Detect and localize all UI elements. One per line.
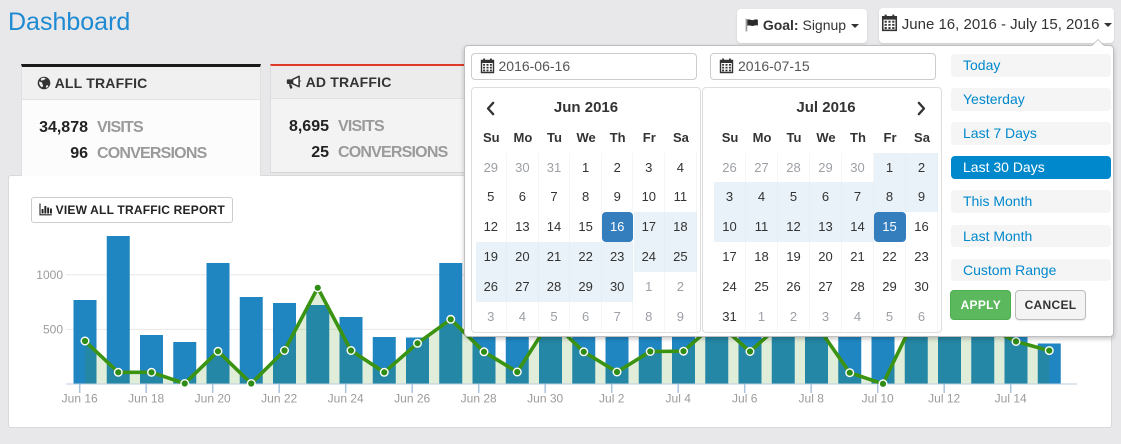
svg-text:Jun 26: Jun 26 (394, 392, 430, 406)
svg-text:Jun 22: Jun 22 (261, 392, 297, 406)
svg-text:Jun 18: Jun 18 (128, 392, 164, 406)
svg-text:Jun 28: Jun 28 (461, 392, 497, 406)
svg-text:Jun 16: Jun 16 (62, 392, 98, 406)
svg-text:Jul 6: Jul 6 (732, 392, 758, 406)
svg-text:Jun 20: Jun 20 (195, 392, 231, 406)
svg-text:Jul 12: Jul 12 (928, 392, 960, 406)
svg-text:Jun 24: Jun 24 (328, 392, 364, 406)
svg-text:500: 500 (43, 323, 63, 337)
svg-text:Jul 2: Jul 2 (599, 392, 625, 406)
svg-text:Jul 4: Jul 4 (666, 392, 692, 406)
svg-text:Jul 10: Jul 10 (862, 392, 894, 406)
svg-text:Jun 30: Jun 30 (527, 392, 563, 406)
svg-text:Jul 14: Jul 14 (995, 392, 1027, 406)
svg-text:1000: 1000 (36, 268, 63, 282)
svg-text:Jul 8: Jul 8 (799, 392, 825, 406)
